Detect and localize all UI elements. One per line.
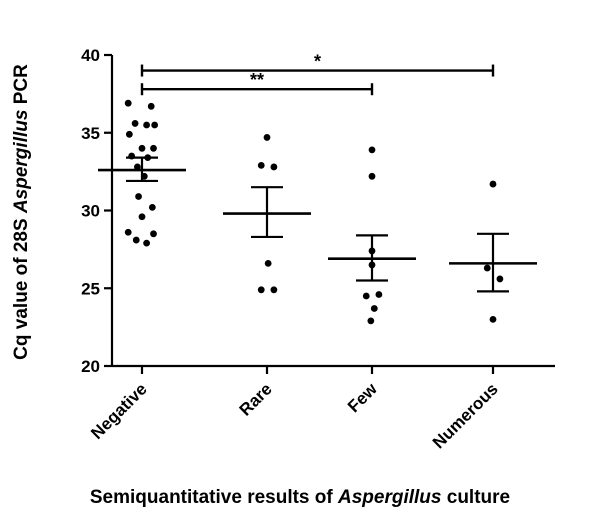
data-point [143,121,151,129]
data-point [368,247,376,255]
data-point [270,286,278,294]
data-point [128,152,136,160]
data-point [270,163,278,171]
data-point [140,172,148,180]
x-axis-title: Semiquantitative results of Aspergillus … [90,487,510,508]
data-point [368,146,376,154]
data-groups [98,99,537,325]
significance-bracket: ** [140,70,374,96]
data-point [489,180,497,188]
data-point [124,228,132,236]
data-point [368,172,376,180]
data-point [150,230,157,238]
data-point [125,130,133,138]
x-tick-label: Numerous [429,379,502,452]
y-axis-title: Cq value of 28S Aspergillus PCR [11,64,32,360]
data-point [151,121,159,129]
data-point [144,154,152,162]
data-point [132,236,140,244]
y-tick-label: 40 [81,46,100,65]
y-tick-label: 20 [81,357,100,376]
data-point [148,203,156,211]
data-point [367,317,375,325]
x-axis: Negative Rare Few Numerous [87,364,555,452]
data-point [150,144,157,152]
data-point [257,162,265,169]
y-axis: 20 25 30 35 40 [81,46,114,376]
data-point [134,163,141,171]
data-point [264,259,272,267]
group-numerous [449,180,537,323]
data-point [496,275,504,283]
x-tick-label: Few [344,379,381,416]
significance-label: * [314,52,321,72]
data-point [370,305,378,312]
significance-brackets: *** [140,52,495,96]
y-tick-label: 25 [81,279,100,298]
y-tick-label: 35 [81,124,100,143]
data-point [135,193,142,200]
data-point [375,291,383,298]
data-point [483,264,491,272]
data-point [131,120,139,127]
data-point [147,102,155,110]
data-point [368,261,376,269]
data-point [362,292,370,300]
group-few [328,146,416,325]
data-point [138,144,146,152]
group-rare [223,134,311,294]
data-point [143,239,151,247]
y-tick-label: 30 [81,202,100,221]
data-point [257,286,265,294]
group-negative [98,99,186,247]
data-point [138,213,146,221]
x-tick-label: Rare [236,379,276,419]
x-tick-label: Negative [87,379,151,443]
data-point [489,315,497,323]
significance-bracket: * [140,52,495,77]
data-point [124,99,132,107]
significance-label: ** [250,70,264,90]
data-point [263,134,271,141]
